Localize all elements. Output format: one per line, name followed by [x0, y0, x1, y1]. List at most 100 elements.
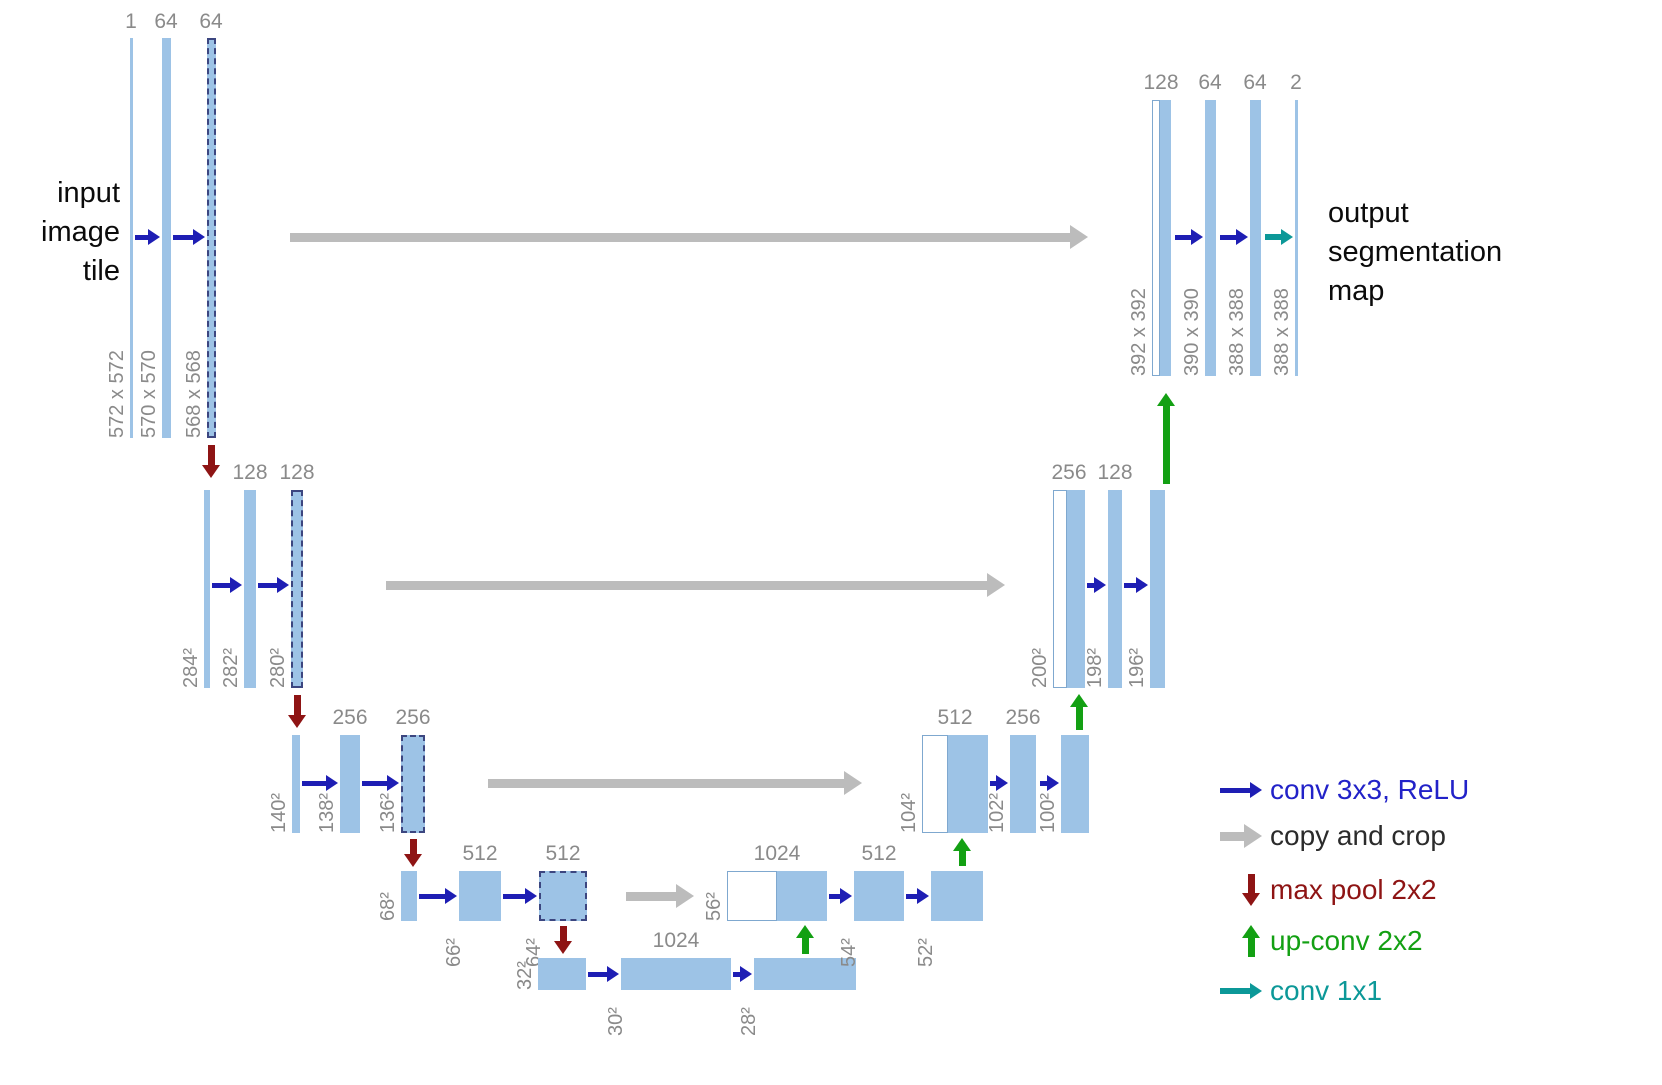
- copy-arrow: [1220, 831, 1246, 841]
- feature-map-d2w: [1053, 490, 1067, 688]
- legend-label-maxpool: max pool 2x2: [1270, 874, 1437, 905]
- conv-arrow-head: [917, 888, 929, 904]
- legend-label-copy: copy and crop: [1270, 820, 1446, 851]
- legend-label-conv1x1: conv 1x1: [1270, 975, 1383, 1006]
- conv-arrow: [906, 893, 919, 899]
- maxpool-arrow-head: [553, 941, 572, 954]
- copy-arrow-head: [676, 884, 694, 908]
- dimension-label-d2w: 200²: [1029, 647, 1051, 688]
- feature-map-e2b: [244, 490, 256, 688]
- copy-arrow: [386, 580, 989, 590]
- copy-arrow: [488, 778, 846, 788]
- dimension-label-e4a: 68²: [377, 892, 399, 921]
- dimension-label-d2c: 198²: [1084, 647, 1106, 688]
- dimension-label-e3b: 138²: [316, 792, 338, 833]
- channel-count-label: 128: [279, 461, 315, 484]
- channel-count-label: 128: [1097, 461, 1133, 484]
- dimension-label-d1w: 392 x 392: [1128, 288, 1150, 376]
- conv1x1-arrow: [1220, 988, 1252, 994]
- dimension-label-e5c: 28²: [738, 1007, 760, 1036]
- dimension-label-e2c: 280²: [267, 647, 289, 688]
- channel-count-label: 512: [937, 706, 973, 729]
- feature-map-e3c: [401, 735, 425, 833]
- conv-arrow: [829, 893, 842, 899]
- channel-count-label: 64: [199, 10, 223, 33]
- channel-count-label: 128: [232, 461, 268, 484]
- upconv-arrow-head: [1156, 393, 1175, 406]
- dimension-label-e2b: 282²: [220, 647, 242, 688]
- feature-map-e4c: [539, 871, 587, 921]
- copy-arrow-head: [1244, 824, 1262, 848]
- conv-arrow: [990, 780, 998, 786]
- conv-arrow: [1220, 234, 1238, 240]
- channel-count-label: 1024: [652, 929, 700, 952]
- conv-arrow: [1175, 234, 1193, 240]
- conv-arrow-head: [1094, 577, 1106, 593]
- dimension-label-d1d: 388 x 388: [1226, 288, 1248, 376]
- conv-arrow-head: [740, 966, 752, 982]
- conv-arrow-head: [193, 229, 205, 245]
- dimension-label-d4c: 54²: [838, 938, 860, 967]
- upconv-arrow: [801, 936, 809, 954]
- conv1x1-arrow-head: [1250, 983, 1262, 999]
- upconv-arrow: [958, 849, 966, 866]
- maxpool-arrow-head: [287, 715, 306, 728]
- copy-arrow-head: [844, 771, 862, 795]
- dimension-label-d4w: 56²: [703, 892, 725, 921]
- dimension-label-e5a: 32²: [514, 961, 536, 990]
- dimension-label-d4d: 52²: [915, 938, 937, 967]
- dimension-label-e1c: 568 x 568: [183, 350, 205, 438]
- feature-map-e5c: [754, 958, 856, 990]
- feature-map-d3d: [1061, 735, 1089, 833]
- channel-count-label: 2: [1290, 71, 1302, 94]
- conv-arrow: [302, 780, 328, 786]
- dimension-label-d3d: 100²: [1037, 792, 1059, 833]
- feature-map-d4c: [854, 871, 904, 921]
- conv-arrow: [135, 234, 150, 240]
- feature-map-e5a: [538, 958, 586, 990]
- conv-arrow: [1124, 582, 1138, 588]
- feature-map-e1c: [207, 38, 216, 438]
- conv-arrow: [1087, 582, 1096, 588]
- feature-map-d4w: [727, 871, 777, 921]
- copy-arrow-head: [1070, 225, 1088, 249]
- channel-count-label: 64: [1198, 71, 1222, 94]
- maxpool-arrow-head: [201, 465, 220, 478]
- dimension-label-e4b: 66²: [443, 938, 465, 967]
- feature-map-d1d: [1250, 100, 1261, 376]
- input-caption: input image tile: [41, 177, 120, 287]
- maxpool-arrow: [293, 695, 301, 717]
- feature-map-e1a: [130, 38, 133, 438]
- legend-label-upconv: up-conv 2x2: [1270, 925, 1423, 956]
- conv-arrow: [588, 971, 609, 977]
- feature-map-e2a: [204, 490, 210, 688]
- upconv-arrow-head: [952, 838, 971, 851]
- dimension-label-d3w: 104²: [898, 792, 920, 833]
- dimension-label-e3a: 140²: [268, 792, 290, 833]
- feature-map-d2d: [1150, 490, 1165, 688]
- channel-count-label: 512: [861, 842, 897, 865]
- dimension-label-e5b: 30²: [605, 1007, 627, 1036]
- feature-map-e5b: [621, 958, 731, 990]
- upconv-arrow: [1247, 936, 1255, 957]
- upconv-arrow-head: [1241, 925, 1260, 938]
- conv-arrow-head: [840, 888, 852, 904]
- upconv-arrow-head: [1069, 694, 1088, 707]
- feature-map-e4a: [401, 871, 417, 921]
- conv-arrow: [503, 893, 527, 899]
- dimension-label-d3c: 102²: [986, 792, 1008, 833]
- feature-map-d2b: [1067, 490, 1085, 688]
- legend-label-conv: conv 3x3, ReLU: [1270, 774, 1470, 805]
- conv-arrow-head: [1047, 775, 1059, 791]
- upconv-arrow: [1162, 404, 1170, 484]
- conv-arrow-head: [387, 775, 399, 791]
- feature-map-d4d: [931, 871, 983, 921]
- channel-count-label: 512: [545, 842, 581, 865]
- feature-map-e2c: [291, 490, 303, 688]
- channel-count-label: 256: [1005, 706, 1041, 729]
- conv-arrow-head: [326, 775, 338, 791]
- maxpool-arrow-head: [1241, 893, 1260, 906]
- feature-map-d1c: [1205, 100, 1216, 376]
- conv-arrow: [212, 582, 232, 588]
- feature-map-d3b: [948, 735, 988, 833]
